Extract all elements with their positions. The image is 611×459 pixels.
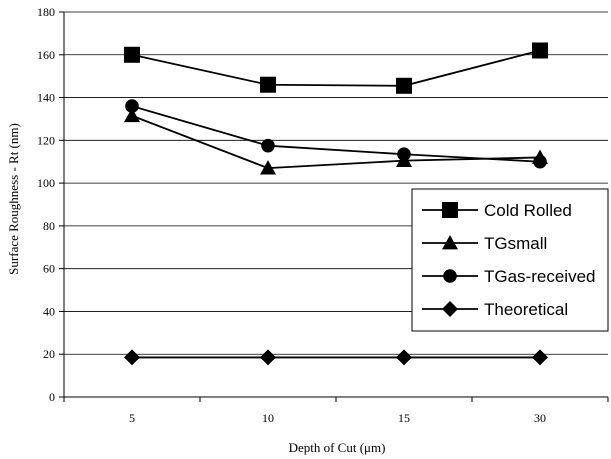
data-point [261,138,275,153]
data-point [124,46,140,63]
series-line [131,105,541,163]
legend-marker [442,202,458,218]
x-tick-label: 15 [398,411,410,425]
legend-item: Theoretical [422,300,568,319]
series-layer [124,42,548,366]
legend-item: TGsmall [422,234,547,253]
legend-label: TGsmall [484,234,547,253]
series-theoretical [124,349,548,366]
y-tick-label: 100 [37,176,55,190]
x-tick-label: 10 [262,411,274,425]
legend-label: Cold Rolled [484,201,572,220]
y-axis-title: Surface Roughness - Rt (nm) [6,123,21,275]
y-tick-label: 180 [37,5,55,19]
data-point [260,160,276,175]
data-point [260,76,276,93]
y-tick-label: 120 [37,133,55,147]
data-point [396,349,412,366]
series-tgsmall [124,107,548,175]
x-tick-label: 5 [129,411,135,425]
y-tick-label: 0 [49,390,55,404]
data-point [125,99,139,113]
y-tick-label: 60 [43,262,55,276]
series-tgas-received [125,99,547,169]
data-point [532,349,548,366]
data-point [533,154,547,169]
data-point [396,77,412,94]
legend-marker [443,269,457,283]
legend-item: TGas-received [422,267,595,286]
data-point [532,42,548,59]
legend-marker [442,301,458,317]
legend-item: Cold Rolled [422,201,572,220]
data-point [260,349,276,366]
y-tick-label: 160 [37,48,55,62]
y-tick-label: 20 [43,347,55,361]
axes: 0 20 40 60 80 100 120 140 160 180 5 10 15 30 [37,5,609,425]
gridlines [64,11,608,355]
y-tick-label: 40 [43,304,55,318]
series-line [131,114,541,170]
data-point [124,107,140,123]
y-tick-label: 140 [37,91,55,105]
legend-label: Theoretical [484,300,568,319]
data-point [397,147,411,162]
legend-label: TGas-received [484,267,595,286]
legend: Cold Rolled TGsmall TGas-received Theoretic… [411,188,609,332]
legend-marker [442,235,458,250]
data-point [124,349,140,366]
series-cold-rolled [124,42,548,94]
y-tick-label: 80 [43,219,55,233]
x-axis-title: Depth of Cut (μm) [289,440,386,455]
x-tick-label: 30 [534,411,546,425]
series-line [131,49,541,87]
